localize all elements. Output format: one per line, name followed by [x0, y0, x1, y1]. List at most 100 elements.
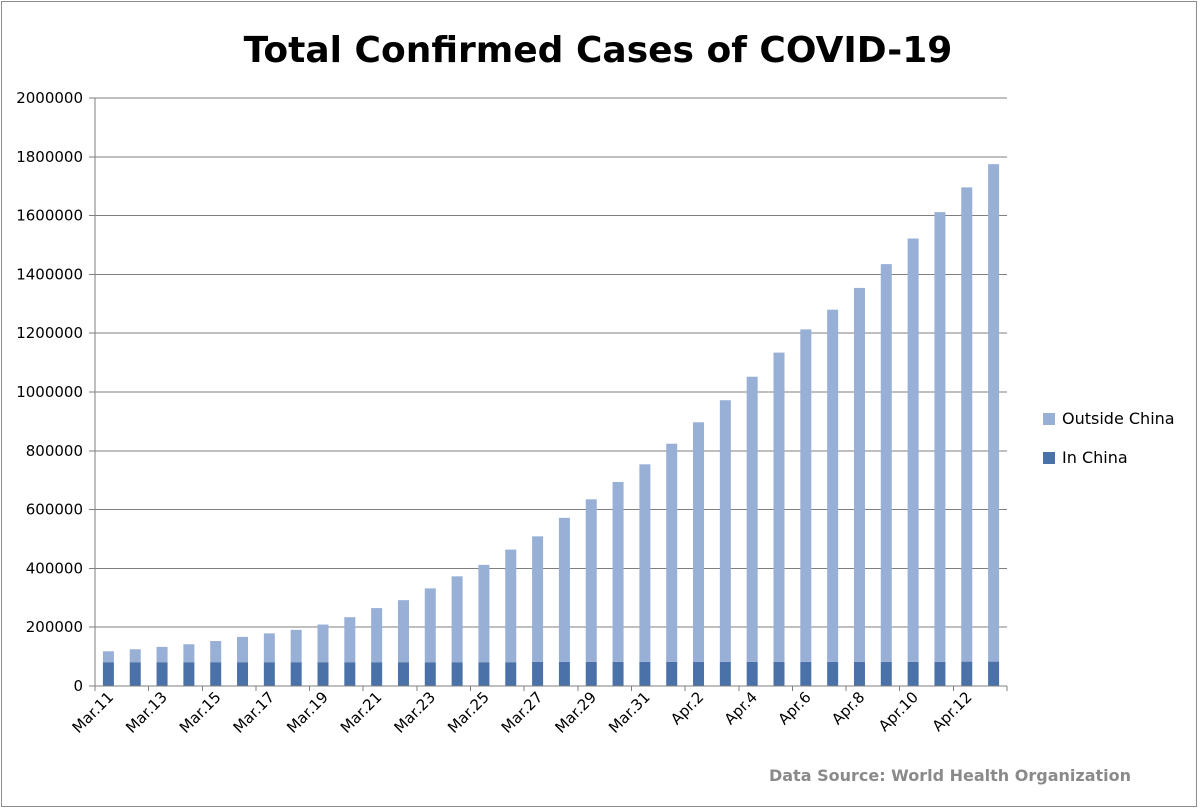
bar-outside-china	[210, 641, 222, 663]
bar-in-china	[532, 661, 544, 686]
legend: Outside China In China	[1043, 409, 1175, 467]
bar-outside-china	[424, 588, 436, 663]
bar-in-china	[800, 661, 812, 686]
bar-in-china	[129, 662, 141, 686]
bar-outside-china	[693, 422, 705, 662]
y-tick-label: 1200000	[16, 324, 83, 342]
bar-outside-china	[183, 644, 195, 663]
x-tick-label: Apr.2	[667, 688, 707, 728]
bar-in-china	[961, 661, 973, 686]
x-axis	[94, 98, 1007, 687]
bar-in-china	[263, 662, 275, 686]
bar-in-china	[344, 662, 356, 686]
x-tick-label: Apr.6	[774, 688, 814, 728]
bar-in-china	[237, 662, 249, 686]
y-tick-label: 200000	[26, 618, 83, 636]
bar-in-china	[693, 661, 705, 686]
bar-outside-china	[371, 608, 383, 663]
legend-label: In China	[1062, 448, 1128, 467]
bar-outside-china	[827, 309, 839, 662]
bar-outside-china	[880, 264, 892, 662]
bar-in-china	[317, 662, 329, 686]
bar-in-china	[451, 662, 463, 686]
bar-outside-china	[800, 329, 812, 662]
bar-in-china	[478, 662, 490, 686]
x-tick-label: Apr.8	[828, 688, 868, 728]
bar-in-china	[612, 661, 624, 686]
bar-outside-china	[666, 443, 678, 662]
bar-outside-china	[129, 649, 141, 663]
bar-outside-china	[397, 600, 409, 663]
bar-outside-china	[719, 400, 731, 662]
bar-in-china	[558, 661, 570, 686]
y-tick-label: 1400000	[16, 265, 83, 283]
x-tick-label: Apr.12	[929, 688, 976, 735]
bar-outside-china	[773, 352, 785, 662]
bar-in-china	[183, 662, 195, 686]
bar-in-china	[290, 662, 302, 686]
y-tick-label: 800000	[26, 442, 83, 460]
bar-outside-china	[639, 464, 651, 662]
y-tick-label: 0	[73, 677, 83, 695]
bar-in-china	[666, 661, 678, 686]
bar-outside-china	[585, 499, 597, 662]
bar-outside-china	[290, 629, 302, 663]
bar-outside-china	[505, 549, 517, 663]
bar-in-china	[746, 661, 758, 686]
source-note: Data Source: World Health Organization	[769, 766, 1131, 785]
bar-in-china	[585, 661, 597, 686]
bar-in-china	[880, 661, 892, 686]
bars	[102, 164, 1000, 686]
bar-outside-china	[988, 164, 1000, 662]
bar-outside-china	[344, 617, 356, 663]
bar-in-china	[102, 662, 114, 686]
y-tick-label: 600000	[26, 501, 83, 519]
bar-in-china	[988, 661, 1000, 686]
bar-outside-china	[961, 187, 973, 662]
bar-outside-china	[237, 636, 249, 663]
x-tick-label: Mar.17	[230, 688, 279, 737]
bar-outside-china	[478, 564, 490, 663]
legend-swatch	[1043, 452, 1055, 464]
legend-swatch	[1043, 413, 1055, 425]
legend-label: Outside China	[1062, 409, 1175, 428]
bar-outside-china	[558, 517, 570, 662]
x-tick-label: Mar.25	[444, 688, 493, 737]
y-tick-label: 1600000	[16, 207, 83, 225]
bar-in-china	[156, 662, 168, 686]
bar-in-china	[505, 662, 517, 686]
bar-in-china	[639, 661, 651, 686]
bar-in-china	[371, 662, 383, 686]
x-tick-label: Mar.11	[69, 688, 118, 737]
bar-outside-china	[934, 212, 946, 662]
bar-in-china	[719, 661, 731, 686]
bar-in-china	[853, 661, 865, 686]
bar-outside-china	[317, 624, 329, 663]
x-tick-label: Mar.27	[498, 688, 547, 737]
bar-outside-china	[612, 481, 624, 662]
x-tick-label: Mar.21	[337, 688, 386, 737]
gridlines	[89, 97, 1007, 687]
y-tick-label: 1800000	[16, 148, 83, 166]
x-axis-ticks: Mar.11 Mar.13 Mar.15 Mar.17 Mar.19 Mar.21 Mar.…	[69, 686, 1008, 737]
x-tick-label: Mar.23	[390, 688, 439, 737]
bar-in-china	[773, 661, 785, 686]
x-tick-label: Apr.4	[721, 688, 761, 728]
bar-in-china	[907, 661, 919, 686]
bar-outside-china	[532, 536, 544, 662]
bar-outside-china	[746, 376, 758, 662]
bar-in-china	[934, 661, 946, 686]
bar-outside-china	[451, 576, 463, 663]
x-tick-label: Mar.13	[122, 688, 171, 737]
y-tick-label: 1000000	[16, 383, 83, 401]
bar-in-china	[210, 662, 222, 686]
chart-title: Total Confirmed Cases of COVID-19	[244, 30, 953, 71]
x-tick-label: Mar.31	[605, 688, 654, 737]
y-axis-ticks: 0 200000 400000 600000 800000 1000000 1200000 1…	[16, 89, 83, 695]
bar-in-china	[827, 661, 839, 686]
y-tick-label: 2000000	[16, 89, 83, 107]
bar-outside-china	[263, 633, 275, 663]
x-tick-label: Apr.10	[875, 688, 922, 735]
x-tick-label: Mar.19	[283, 688, 332, 737]
